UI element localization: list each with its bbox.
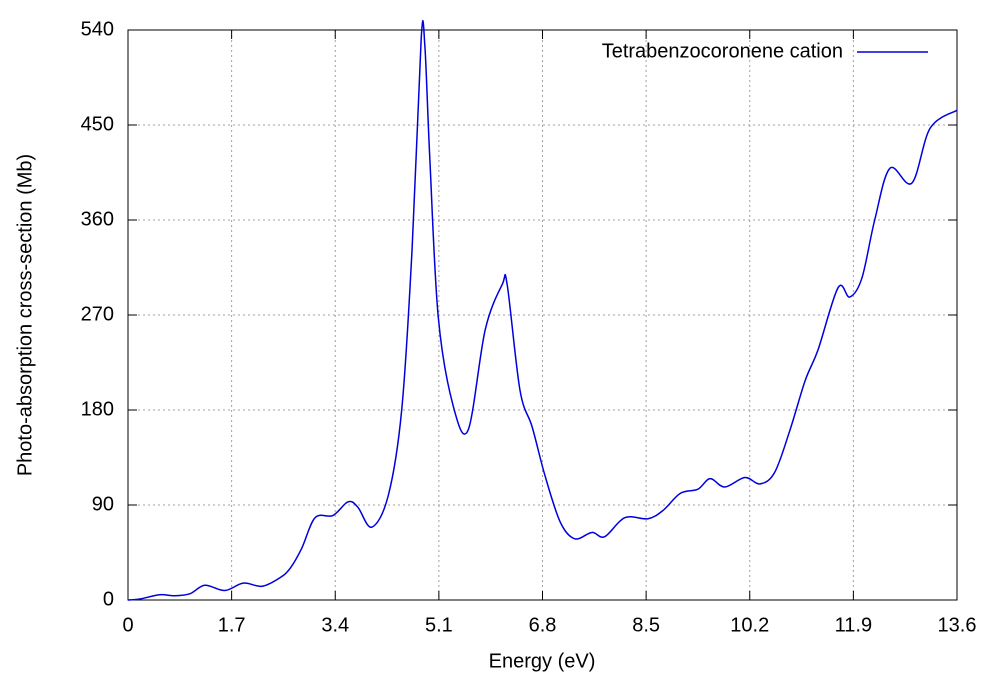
plot-frame	[127, 29, 958, 601]
y-axis-label: Photo-absorption cross-section (Mb)	[14, 154, 36, 476]
y-tick-label: 450	[81, 113, 114, 135]
data-line	[127, 20, 958, 601]
y-tick-label: 90	[92, 493, 114, 515]
y-tick-label: 0	[103, 588, 114, 610]
y-tick-label: 270	[81, 303, 114, 325]
x-tick-label: 11.9	[835, 614, 872, 636]
y-tick-label: 540	[81, 18, 114, 40]
x-tick-label: 3.4	[321, 614, 349, 636]
legend-label: Tetrabenzocoronene cation	[602, 40, 843, 62]
x-tick-label: 1.7	[218, 614, 246, 636]
x-tick-label: 8.5	[632, 614, 660, 636]
x-tick-label: 13.6	[938, 614, 977, 636]
x-tick-label: 5.1	[425, 614, 453, 636]
y-tick-label: 360	[81, 208, 114, 230]
y-tick-label: 180	[81, 398, 114, 420]
x-axis-label: Energy (eV)	[489, 650, 596, 672]
x-tick-label: 6.8	[529, 614, 557, 636]
x-tick-label: 0	[122, 614, 133, 636]
x-tick-label: 10.2	[730, 614, 769, 636]
